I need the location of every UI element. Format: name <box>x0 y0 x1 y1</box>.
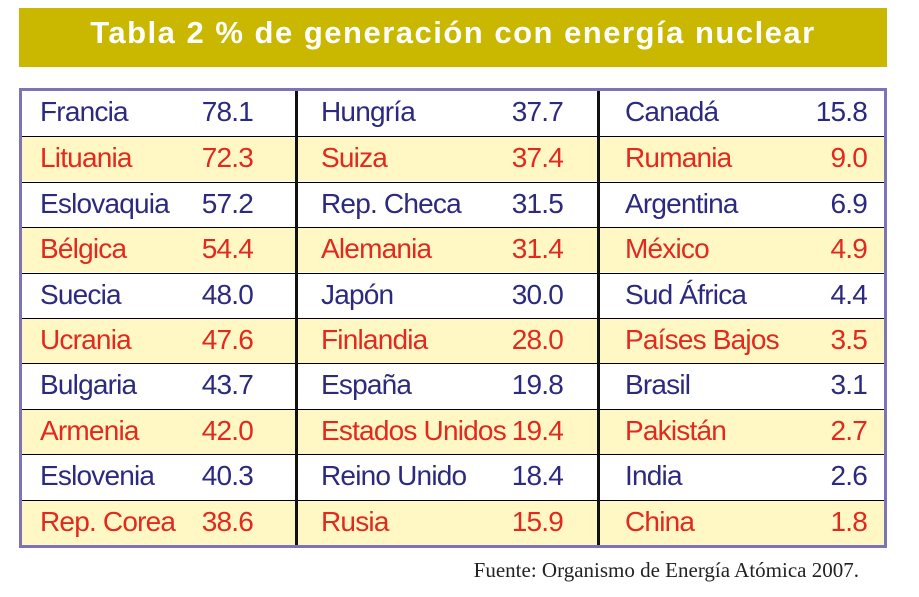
percentage-value: 57.2 <box>201 187 254 219</box>
country-name: Rusia <box>321 505 389 537</box>
table-row: Lituania 72.3 Suiza 37.4 Rumania 9.0 <box>22 136 884 182</box>
percentage-value: 31.4 <box>511 233 564 265</box>
country-name: China <box>625 505 695 537</box>
country-name: Bélgica <box>40 233 127 265</box>
country-name: Bulgaria <box>40 369 137 401</box>
table-row: Francia 78.1 Hungría 37.7 Canadá 15.8 <box>22 91 884 136</box>
country-name: Armenia <box>40 414 139 446</box>
table-row: Eslovaquia 57.2 Rep. Checa 31.5 Argentina 6.9 <box>22 181 884 227</box>
percentage-value: 72.3 <box>201 142 254 174</box>
percentage-value: 4.4 <box>830 278 867 310</box>
title-bar: Tabla 2 % de generación con energía nucl… <box>19 8 887 67</box>
country-name: Eslovaquia <box>40 187 170 219</box>
table-row: Bulgaria 43.7 España 19.8 Brasil 3.1 <box>22 363 884 408</box>
percentage-value: 9.0 <box>830 142 867 174</box>
percentage-value: 15.8 <box>815 96 868 127</box>
country-name: Reino Unido <box>321 460 467 492</box>
percentage-value: 3.5 <box>830 324 867 355</box>
table-row: Armenia 42.0 Estados Unidos 19.4 Pakistán 2.7 <box>22 408 884 454</box>
table-row: Eslovenia 40.3 Reino Unido 18.4 India 2.6 <box>22 454 884 499</box>
country-name: Canadá <box>625 96 719 127</box>
country-name: Argentina <box>625 187 738 219</box>
country-name: Lituania <box>40 142 132 174</box>
percentage-value: 1.8 <box>830 505 867 537</box>
percentage-value: 40.3 <box>201 460 254 492</box>
country-name: Suecia <box>40 278 122 310</box>
table-row: Suecia 48.0 Japón 30.0 Sud África 4.4 <box>22 272 884 318</box>
percentage-value: 30.0 <box>511 278 564 310</box>
percentage-value: 3.1 <box>830 369 867 401</box>
percentage-value: 37.7 <box>511 96 564 127</box>
percentage-value: 15.9 <box>511 505 564 537</box>
country-name: Rumania <box>625 142 732 174</box>
source-note: Fuente: Organismo de Energía Atómica 200… <box>473 558 859 582</box>
column-divider <box>295 91 298 545</box>
percentage-value: 78.1 <box>201 96 254 127</box>
percentage-value: 2.6 <box>830 460 867 492</box>
country-name: Rep. Checa <box>321 187 462 219</box>
country-name: México <box>625 233 710 265</box>
percentage-value: 18.4 <box>511 460 564 492</box>
country-name: Hungría <box>321 96 416 127</box>
country-name: Rep. Corea <box>40 505 176 537</box>
percentage-value: 48.0 <box>201 278 254 310</box>
percentage-value: 28.0 <box>511 324 564 355</box>
country-name: Eslovenia <box>40 460 155 492</box>
country-name: Pakistán <box>625 414 727 446</box>
country-name: Estados Unidos <box>321 414 507 446</box>
country-name: Japón <box>321 278 394 310</box>
percentage-value: 37.4 <box>511 142 564 174</box>
table-title: Tabla 2 % de generación con energía nucl… <box>90 15 816 50</box>
table-row: Bélgica 54.4 Alemania 31.4 México 4.9 <box>22 227 884 273</box>
country-name: Brasil <box>625 369 691 401</box>
percentage-value: 6.9 <box>830 187 867 219</box>
percentage-value: 42.0 <box>201 414 254 446</box>
country-name: Ucrania <box>40 324 132 355</box>
country-name: Países Bajos <box>625 324 780 355</box>
country-name: Finlandia <box>321 324 428 355</box>
nuclear-generation-table: Francia 78.1 Hungría 37.7 Canadá 15.8 Lituania… <box>19 88 887 548</box>
country-name: India <box>625 460 683 492</box>
percentage-value: 19.8 <box>511 369 564 401</box>
percentage-value: 31.5 <box>511 187 564 219</box>
table-row: Rep. Corea 38.6 Rusia 15.9 China 1.8 <box>22 499 884 545</box>
percentage-value: 2.7 <box>830 414 867 446</box>
percentage-value: 19.4 <box>511 414 564 446</box>
country-name: Francia <box>40 96 129 127</box>
percentage-value: 47.6 <box>201 324 254 355</box>
table-row: Ucrania 47.6 Finlandia 28.0 Países Bajos 3.5 <box>22 318 884 363</box>
country-name: Alemania <box>321 233 432 265</box>
percentage-value: 54.4 <box>201 233 254 265</box>
percentage-value: 38.6 <box>201 505 254 537</box>
country-name: España <box>321 369 412 401</box>
percentage-value: 43.7 <box>201 369 254 401</box>
country-name: Suiza <box>321 142 388 174</box>
percentage-value: 4.9 <box>830 233 867 265</box>
country-name: Sud África <box>625 278 747 310</box>
column-divider <box>597 91 600 545</box>
